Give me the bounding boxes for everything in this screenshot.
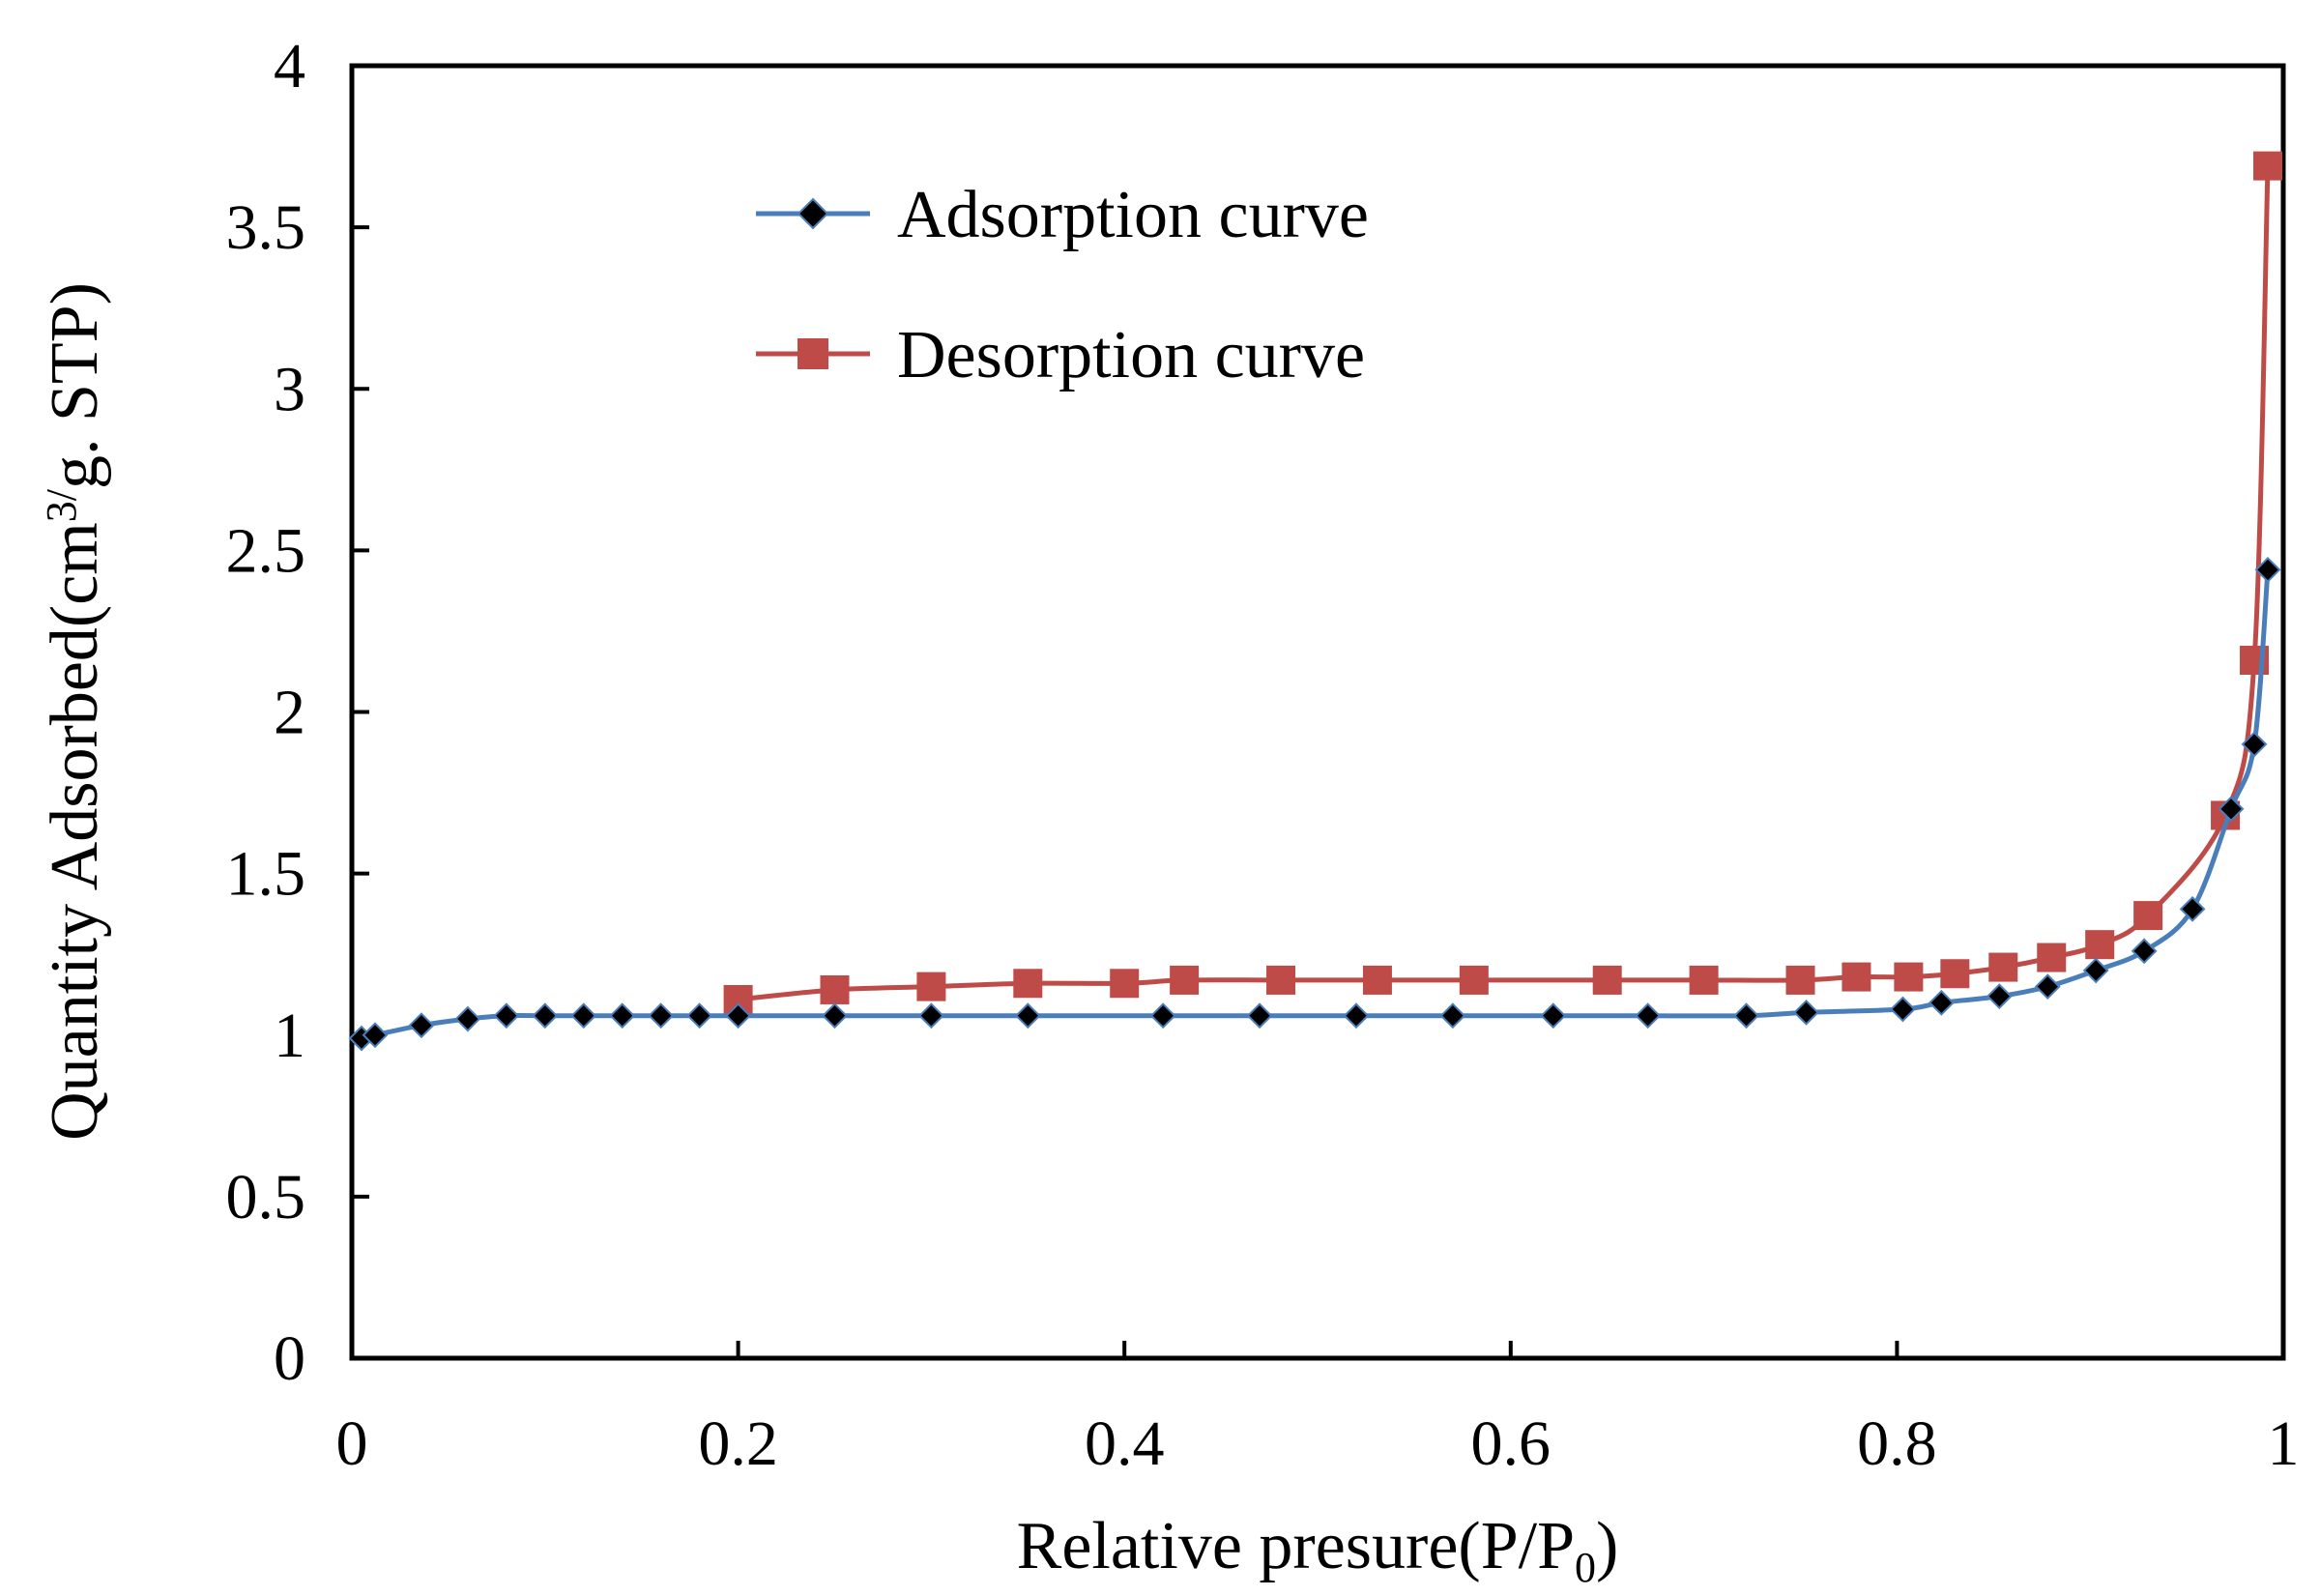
data-point-desorption	[1013, 969, 1043, 999]
legend-adsorption-marker	[797, 197, 829, 230]
x-tick-label: 0.2	[698, 1408, 778, 1479]
data-point-desorption	[1785, 965, 1815, 995]
data-point-desorption	[1362, 965, 1392, 995]
data-point-adsorption	[822, 1002, 848, 1030]
data-point-adsorption	[1889, 996, 1916, 1023]
data-point-adsorption	[1014, 1002, 1041, 1030]
y-tick-label: 1	[274, 1001, 305, 1071]
x-tick-label: 0.6	[1471, 1408, 1552, 1479]
data-point-desorption	[916, 972, 946, 1001]
data-point-adsorption	[2179, 895, 2206, 922]
data-point-adsorption	[1246, 1002, 1273, 1030]
data-point-desorption	[1894, 962, 1924, 992]
data-point-desorption	[1689, 965, 1719, 995]
data-point-adsorption	[1733, 1002, 1759, 1030]
legend-adsorption-label: Adsorption curve	[897, 178, 1369, 252]
data-point-adsorption	[2131, 938, 2158, 965]
x-axis-title-suffix: )	[1596, 1509, 1618, 1583]
y-tick-label: 0	[274, 1323, 305, 1394]
data-point-adsorption	[532, 1002, 559, 1030]
legend-desorption-marker	[798, 338, 828, 369]
data-point-adsorption	[2034, 973, 2061, 1001]
data-point-desorption	[820, 974, 850, 1004]
x-tick-label: 1	[2268, 1408, 2300, 1479]
data-point-desorption	[1170, 965, 1200, 995]
data-point-desorption	[2253, 151, 2283, 181]
data-point-adsorption	[725, 1002, 752, 1030]
y-tick-label: 2	[274, 678, 305, 748]
x-axis-title-subscript: 0	[1575, 1544, 1596, 1591]
data-point-desorption	[1459, 965, 1489, 995]
data-point-adsorption	[1793, 999, 1819, 1026]
data-point-adsorption	[408, 1012, 435, 1039]
y-tick-label: 3.5	[226, 192, 306, 263]
data-point-desorption	[2133, 901, 2163, 931]
data-point-desorption	[2037, 943, 2067, 972]
y-tick-label: 4	[274, 31, 305, 102]
legend-desorption-label: Desorption curve	[897, 318, 1365, 392]
data-point-desorption	[1266, 965, 1296, 995]
plot-frame	[349, 63, 2286, 1361]
data-point-adsorption	[609, 1002, 636, 1030]
data-point-adsorption	[454, 1005, 481, 1032]
data-point-desorption	[1988, 952, 2018, 982]
data-point-desorption	[1940, 959, 1970, 989]
y-axis-title: Quantity Adsorbed(cm3/g. STP)	[38, 282, 112, 1141]
data-point-adsorption	[1928, 989, 1955, 1016]
data-point-adsorption	[2254, 557, 2281, 583]
data-point-desorption	[1110, 969, 1140, 999]
data-point-adsorption	[648, 1002, 675, 1030]
y-tick-label: 2.5	[226, 515, 306, 586]
data-point-adsorption	[2082, 957, 2109, 984]
data-point-adsorption	[686, 1002, 713, 1030]
y-tick-label: 1.5	[226, 839, 306, 910]
data-point-desorption	[1592, 965, 1622, 995]
x-tick-label: 0.4	[1085, 1408, 1165, 1479]
y-axis-ticks: 0 0.5 1 1.5 2 2.5 3 3.5 4	[226, 31, 369, 1394]
data-point-adsorption	[1439, 1002, 1466, 1030]
data-point-adsorption	[1635, 1002, 1662, 1030]
y-axis-title-superscript: 3/	[38, 488, 85, 522]
data-point-adsorption	[493, 1002, 520, 1030]
data-point-adsorption	[1540, 1002, 1567, 1030]
y-axis-title-main: Quantity Adsorbed(cm	[38, 522, 112, 1141]
data-point-adsorption	[570, 1002, 597, 1030]
data-point-adsorption	[362, 1022, 389, 1049]
data-point-adsorption	[1343, 1002, 1370, 1030]
data-point-adsorption	[1149, 1002, 1176, 1030]
legend: Adsorption curve Desorption curve	[756, 178, 1369, 392]
data-point-adsorption	[917, 1002, 944, 1030]
data-point-adsorption	[1986, 983, 2013, 1010]
series-line	[738, 165, 2271, 1002]
y-tick-label: 0.5	[226, 1162, 306, 1233]
data-point-adsorption	[2218, 796, 2245, 823]
y-axis-title-suffix: g. STP)	[38, 282, 112, 489]
plot-area	[349, 63, 2286, 1361]
x-axis-title: Relative presure(P/P0)	[1017, 1509, 1619, 1591]
data-point-desorption	[2085, 930, 2115, 960]
x-axis-title-main: Relative presure(P/P	[1017, 1509, 1575, 1583]
data-point-adsorption	[2241, 731, 2268, 758]
x-tick-label: 0.8	[1857, 1408, 1937, 1479]
series-layer	[348, 151, 2283, 1052]
series-adsorption	[348, 557, 2281, 1052]
y-tick-label: 3	[274, 354, 305, 424]
data-point-desorption	[1842, 962, 1871, 992]
x-axis-ticks: 0 0.2 0.4 0.6 0.8 1	[336, 1341, 2300, 1479]
x-tick-label: 0	[336, 1408, 368, 1479]
